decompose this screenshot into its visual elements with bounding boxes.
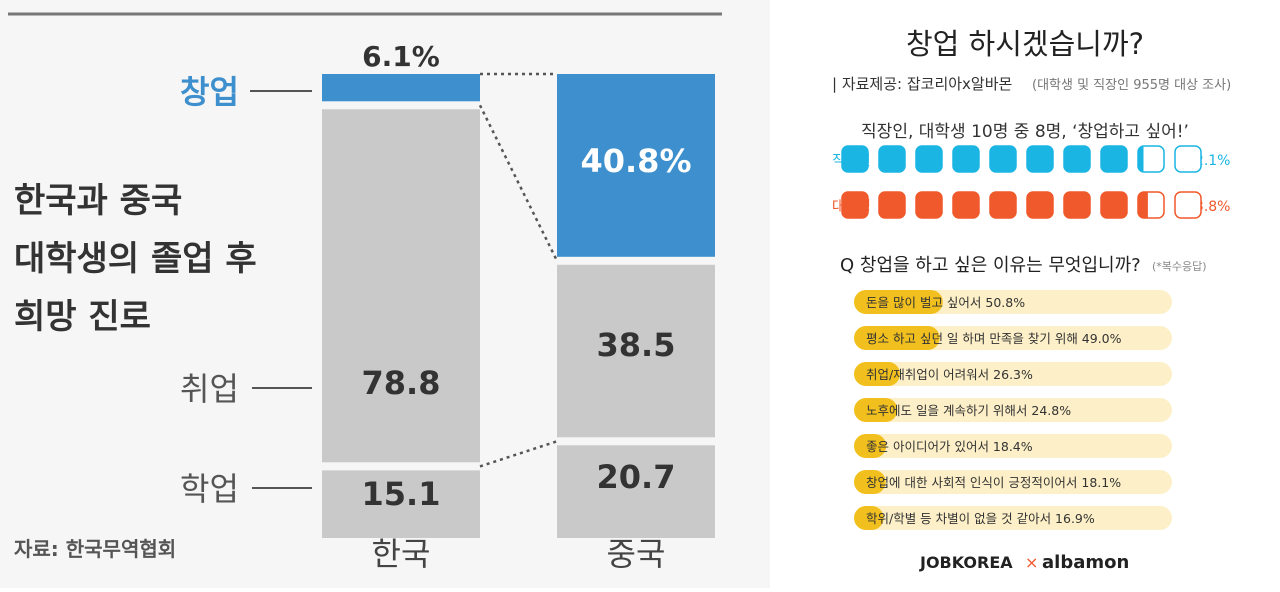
section1-title: 직장인, 대학생 10명 중 8명, ‘창업하고 싶어!’: [861, 122, 1189, 142]
icon-row-2-square-1: [841, 191, 869, 219]
bar-korea-segment-1: [322, 74, 480, 102]
reason-label-3: 취업/재취업이 어려워서 26.3%: [866, 367, 1033, 382]
infographic: 창업 하시겠습니까? | 자료제공: 잡코리아x알바몬 (대학생 및 직장인 9…: [832, 27, 1231, 573]
bar-korea-segment-2: [322, 109, 480, 463]
icon-row-1-square-10: [1174, 145, 1202, 173]
icon-row-2-square-8: [1100, 191, 1128, 219]
question-note: (*복수응답): [1152, 260, 1207, 273]
reason-bar-3: 취업/재취업이 어려워서 26.3%: [854, 362, 1172, 386]
reason-bar-6: 창업에 대한 사회적 인식이 긍정적이어서 18.1%: [854, 470, 1172, 494]
left-chart-panel: 한국과 중국 대학생의 졸업 후 희망 진로 창업 취업 학업 6.1% 78.…: [8, 12, 722, 573]
icon-row-2-square-10: [1174, 191, 1202, 219]
icon-row-1-square-9: [1137, 145, 1165, 173]
stacked-bar-chart: 한국과 중국 대학생의 졸업 후 희망 진로 창업 취업 학업 6.1% 78.…: [8, 12, 722, 573]
value-label-korea-startup: 6.1%: [362, 40, 440, 73]
reason-bar-5: 좋은 아이디어가 있어서 18.4%: [854, 434, 1172, 458]
connector-line-2: [478, 104, 559, 262]
source-sub: (대학생 및 직장인 955명 대상 조사): [1032, 78, 1231, 93]
icon-row-1-square-3: [915, 145, 943, 173]
infographic-title: 창업 하시겠습니까?: [906, 27, 1144, 61]
bar-china-segment-3: [557, 445, 715, 538]
icon-row-1-square-8: [1100, 145, 1128, 173]
icon-row-2-square-6: [1026, 191, 1054, 219]
icon-row-1-square-5: [989, 145, 1017, 173]
icon-row-2-square-9: [1137, 191, 1165, 219]
question-title: Q 창업을 하고 싶은 이유는 무엇입니까?: [840, 255, 1141, 276]
segment-label-employment: 취업: [180, 370, 239, 408]
icon-row-1-square-4: [952, 145, 980, 173]
value-label-korea-study: 15.1: [362, 475, 441, 513]
bar-china-segment-2: [557, 264, 715, 438]
reason-label-5: 좋은 아이디어가 있어서 18.4%: [866, 439, 1033, 454]
reason-bar-1: 돈을 많이 벌고 싶어서 50.8%: [854, 290, 1172, 314]
reason-label-4: 노후에도 일을 계속하기 위해서 24.8%: [866, 403, 1071, 418]
reason-label-6: 창업에 대한 사회적 인식이 긍정적이어서 18.1%: [866, 475, 1121, 490]
icon-row-2-square-4: [952, 191, 980, 219]
chart-title-line-3: 희망 진로: [14, 297, 151, 337]
category-label-korea: 한국: [372, 535, 431, 573]
logo-albamon: albamon: [1042, 552, 1129, 573]
segment-label-startup: 창업: [180, 73, 239, 111]
reason-label-7: 학위/학별 등 차별이 없을 것 같아서 16.9%: [866, 511, 1095, 526]
logo-separator: ×: [1025, 553, 1038, 572]
bar-china-segment-1: [557, 74, 715, 257]
value-label-china-employment: 38.5: [597, 326, 676, 364]
reason-bar-2: 평소 하고 싶던 일 하며 만족을 찾기 위해 49.0%: [854, 326, 1172, 350]
source-note: 자료: 한국무역협회: [14, 537, 176, 561]
chart-title-line-1: 한국과 중국: [14, 181, 182, 221]
segment-label-study: 학업: [180, 470, 239, 508]
reason-label-1: 돈을 많이 벌고 싶어서 50.8%: [866, 295, 1025, 310]
icon-row-2-square-2: [878, 191, 906, 219]
infographic-panel: 창업 하시겠습니까? | 자료제공: 잡코리아x알바몬 (대학생 및 직장인 9…: [770, 0, 1280, 588]
source-main: | 자료제공: 잡코리아x알바몬: [832, 75, 1012, 93]
connector-line-3: [479, 440, 558, 468]
icon-row-2-square-5: [989, 191, 1017, 219]
value-label-china-study: 20.7: [597, 458, 676, 496]
icon-row-1-square-6: [1026, 145, 1054, 173]
icon-row-1-square-1: [841, 145, 869, 173]
category-label-china: 중국: [607, 535, 666, 573]
value-label-korea-employment: 78.8: [362, 364, 441, 402]
icon-row-2-square-3: [915, 191, 943, 219]
chart-title-line-2: 대학생의 졸업 후: [14, 239, 257, 279]
reason-label-2: 평소 하고 싶던 일 하며 만족을 찾기 위해 49.0%: [866, 331, 1122, 346]
reason-bar-4: 노후에도 일을 계속하기 위해서 24.8%: [854, 398, 1172, 422]
bar-korea-segment-3: [322, 470, 480, 538]
icon-row-2-square-7: [1063, 191, 1091, 219]
icon-row-1-square-2: [878, 145, 906, 173]
icon-row-1-square-7: [1063, 145, 1091, 173]
reason-bar-7: 학위/학별 등 차별이 없을 것 같아서 16.9%: [854, 506, 1172, 530]
value-label-china-startup: 40.8%: [580, 142, 691, 180]
logo-jobkorea: JOBKOREA: [919, 553, 1013, 572]
